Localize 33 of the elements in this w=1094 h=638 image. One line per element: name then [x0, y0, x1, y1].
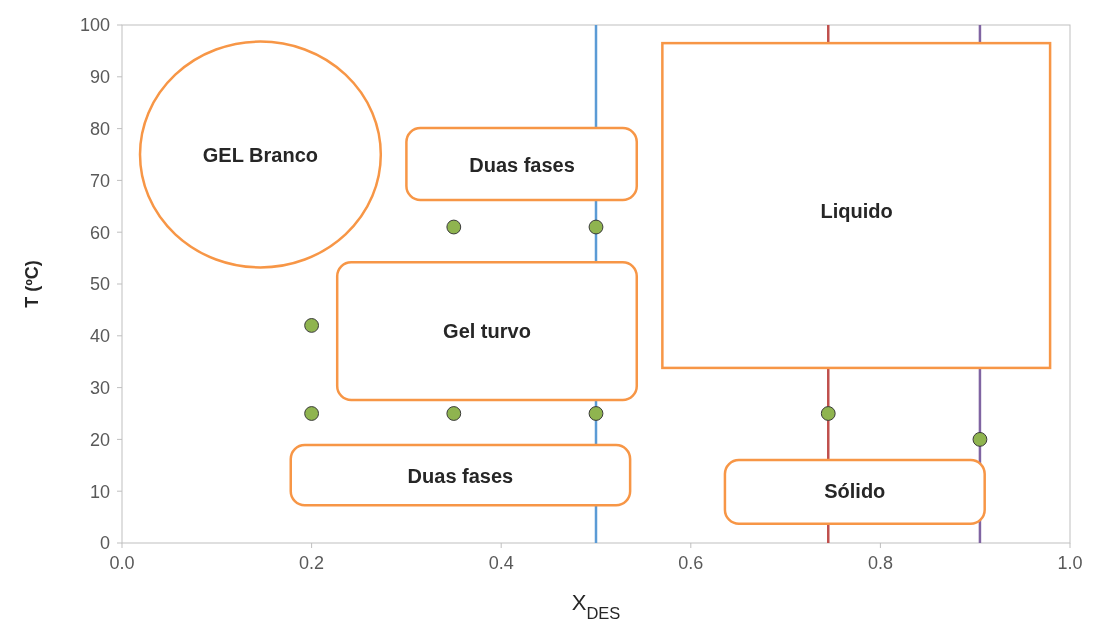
y-tick-label: 60 — [89, 222, 110, 243]
annotation: Duas fases — [407, 464, 514, 487]
y-tick-label: 10 — [89, 481, 110, 502]
x-tick-label: 0.2 — [299, 553, 325, 573]
y-tick-label: 90 — [89, 67, 110, 88]
x-tick-label: 1.0 — [1057, 553, 1083, 573]
point — [588, 406, 604, 421]
y-tick-label: 80 — [89, 118, 110, 139]
x-tick-label: 0.8 — [867, 553, 893, 573]
point — [304, 406, 320, 421]
y-tick-label: 30 — [89, 377, 110, 398]
point — [446, 219, 462, 235]
y-axis-title: T (ºC) — [22, 260, 42, 308]
x-axis-title: X$_{DES}$ — [571, 590, 621, 622]
annotation: GEL Branco — [202, 143, 319, 166]
point — [304, 318, 320, 333]
annotation: Liquido — [820, 200, 893, 223]
x-tick-label: 0.6 — [678, 553, 704, 573]
y-tick-label: 70 — [89, 170, 110, 191]
point — [820, 406, 836, 421]
y-tick-label: 50 — [89, 274, 110, 295]
y-tick-label: 20 — [89, 429, 110, 450]
y-tick-label: 0 — [99, 533, 110, 554]
annotation: Sólido — [824, 480, 886, 503]
x-tick-label: 0.0 — [109, 553, 135, 573]
annotation: Gel turvo — [443, 319, 531, 342]
x-tick-label: 0.4 — [488, 553, 514, 573]
point — [446, 406, 462, 421]
point — [972, 432, 988, 447]
y-tick-label: 100 — [79, 15, 110, 36]
y-tick-label: 40 — [89, 326, 110, 347]
point — [588, 219, 604, 235]
annotation: Duas fases — [469, 153, 575, 176]
